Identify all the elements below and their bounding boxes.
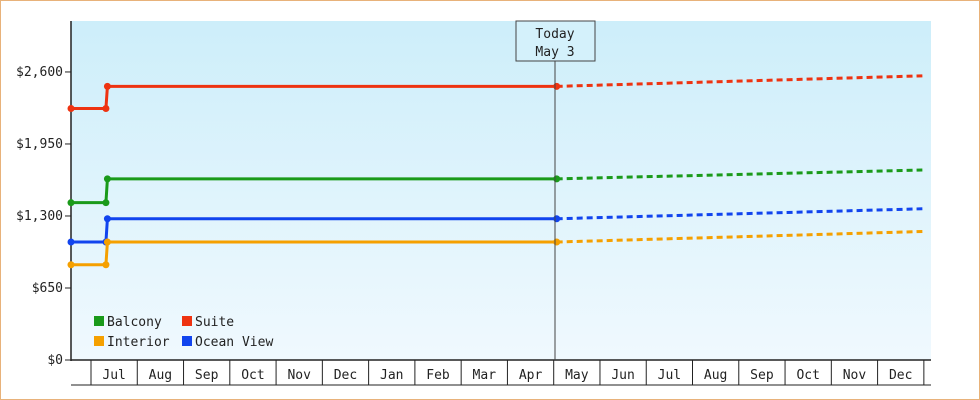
today-label: Today [535,27,574,42]
data-point[interactable] [553,175,561,183]
history-line [71,177,557,205]
x-tick-label: Mar [473,368,497,383]
x-tick-label: Aug [149,368,172,383]
data-point[interactable] [67,261,75,269]
legend-item: Suite [182,315,234,330]
forecast-line [556,74,923,88]
x-tick-label: Apr [519,368,543,383]
data-point[interactable] [67,105,75,113]
history-line [71,217,557,244]
x-tick-label: Jun [611,368,634,383]
forecast-line [556,229,923,244]
data-point[interactable] [553,238,561,246]
x-tick-label: Sep [195,368,219,383]
data-point[interactable] [553,215,561,223]
x-tick-label: Oct [241,368,264,383]
y-tick-label: $650 [32,281,63,296]
series-layer [67,74,923,269]
y-tick-label: $1,300 [16,209,63,224]
legend-swatch [182,316,192,326]
forecast-line [556,168,923,181]
today-marker: Today May 3 [515,20,596,360]
history-line [71,240,557,267]
legend-label: Suite [195,315,234,330]
series-balcony [67,168,923,207]
legend-item: Interior [94,335,170,350]
x-tick-label: Aug [704,368,727,383]
legend-label: Interior [107,335,170,350]
data-point[interactable] [103,215,111,223]
data-point[interactable] [102,105,110,113]
x-tick-label: Sep [750,368,774,383]
x-tick-label: Dec [334,368,357,383]
legend-item: Ocean View [182,335,273,350]
x-tick-label: Jul [102,368,125,383]
x-tick-label: Feb [426,368,450,383]
legend: Balcony Suite Interior Ocean View [94,315,273,350]
plot-background [71,21,931,360]
legend-swatch [94,336,104,346]
history-line [71,84,557,111]
data-point[interactable] [67,199,75,207]
x-axis: Jul Aug Sep Oct Nov Dec Jan Feb Mar Apr May Jun Jul A… [71,359,931,386]
data-point[interactable] [103,238,111,246]
data-point[interactable] [67,238,75,246]
data-point[interactable] [103,175,111,183]
y-tick-label: $1,950 [16,137,63,152]
today-box [515,20,596,62]
data-point[interactable] [103,82,111,90]
series-suite [67,74,923,113]
y-tick-label: $0 [47,353,63,368]
today-date: May 3 [535,45,574,60]
legend-swatch [182,336,192,346]
forecast-line [556,207,923,221]
x-tick-label: Dec [889,368,912,383]
x-tick-label: May [565,368,589,383]
legend-item: Balcony [94,315,162,330]
x-tick-label: Jan [380,368,403,383]
x-tick-label: Jul [658,368,681,383]
x-tick-label: Nov [287,368,311,383]
x-tick-label: Oct [796,368,819,383]
y-axis: $0 $650 $1,300 $1,950 $2,600 [16,21,72,368]
data-point[interactable] [553,82,561,90]
data-point[interactable] [102,199,110,207]
data-point[interactable] [102,261,110,269]
x-tick-label: Nov [843,368,867,383]
legend-label: Ocean View [195,335,273,350]
legend-label: Balcony [107,315,162,330]
legend-swatch [94,316,104,326]
y-tick-label: $2,600 [16,65,63,80]
